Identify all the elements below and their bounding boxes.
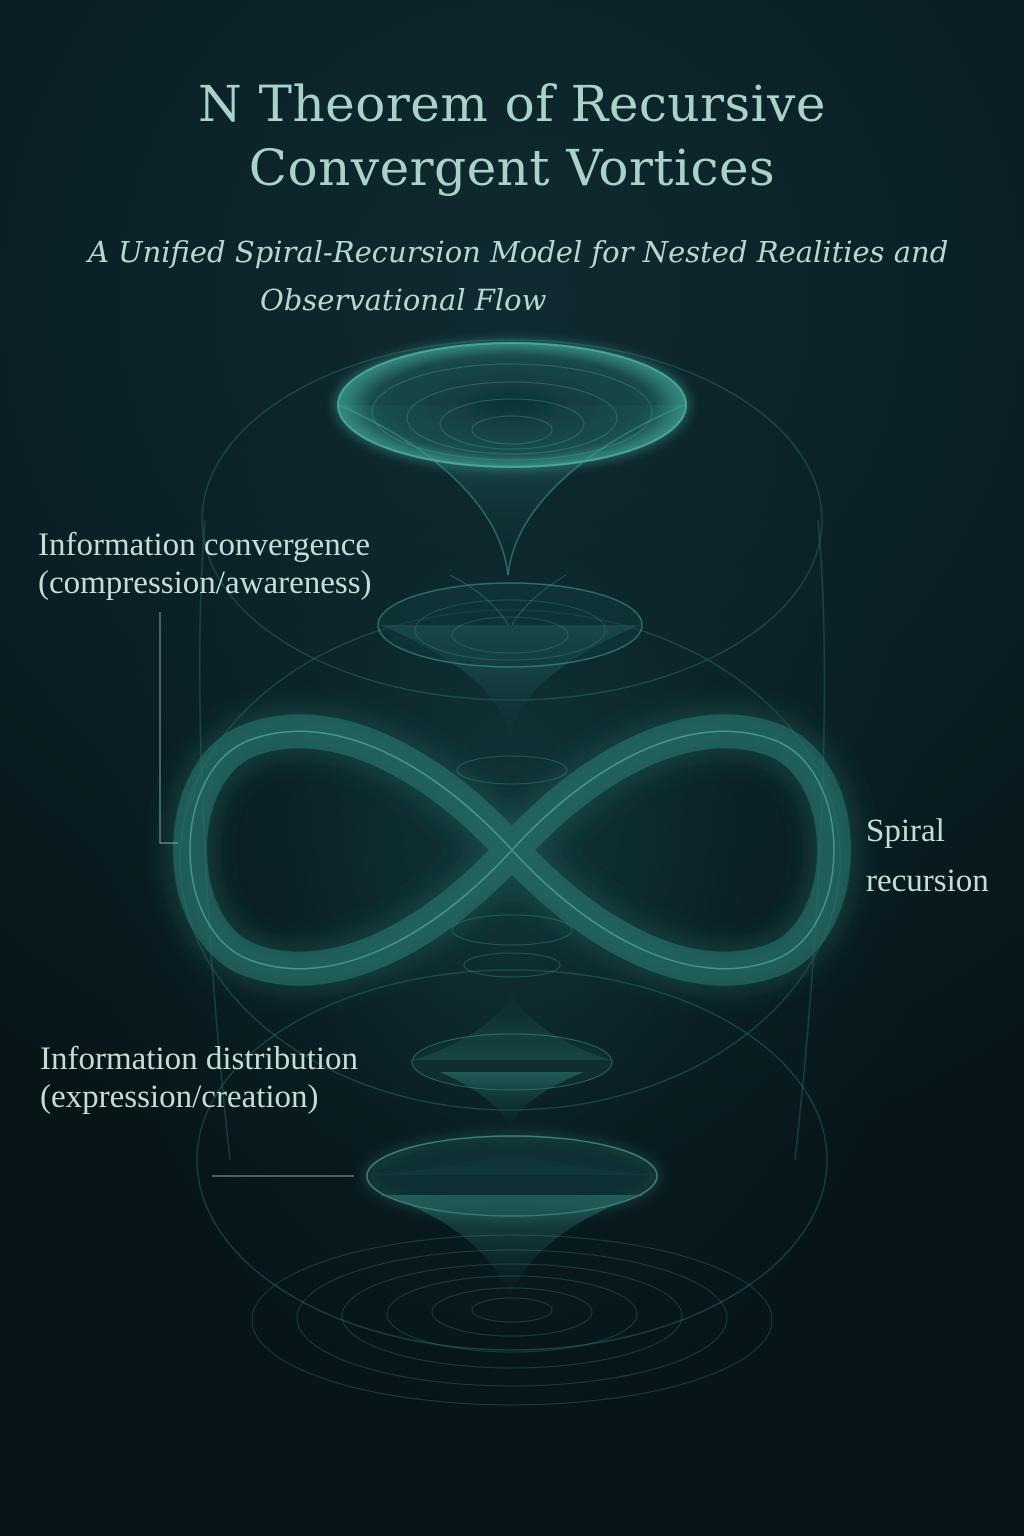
- page-title: N Theorem of Recursive Convergent Vortic…: [0, 72, 1024, 200]
- distribution-label-line-2: (expression/creation): [40, 1079, 319, 1115]
- spiral-label-line-1: Spiral: [866, 813, 945, 849]
- convergence-label-line-1: Information convergence: [38, 527, 370, 563]
- spiral-label-line-2: recursion: [866, 863, 989, 899]
- lower-mid-vortex: [411, 990, 613, 1130]
- spiral-recursion-label: Spiral recursion: [866, 806, 989, 906]
- convergence-label-line-2: (compression/awareness): [38, 565, 372, 601]
- axis-rings: [451, 755, 573, 978]
- infinity-loop: [168, 709, 856, 991]
- convergence-label: Information convergence (compression/awa…: [38, 526, 372, 602]
- convergence-leader-line: [159, 612, 178, 844]
- top-vortex: [337, 342, 687, 576]
- upper-mid-vortex: [377, 574, 643, 740]
- leader-lines: [159, 612, 354, 1177]
- title-line-1: N Theorem of Recursive: [197, 75, 827, 133]
- subtitle-line-1: A Unified Spiral-Recursion Model for Nes…: [88, 235, 949, 269]
- subtitle-line-2: Observational Flow: [260, 283, 547, 317]
- distribution-label: Information distribution (expression/cre…: [40, 1040, 358, 1116]
- bottom-vortex: [251, 1135, 773, 1406]
- title-line-2: Convergent Vortices: [248, 139, 776, 197]
- distribution-label-line-1: Information distribution: [40, 1041, 359, 1077]
